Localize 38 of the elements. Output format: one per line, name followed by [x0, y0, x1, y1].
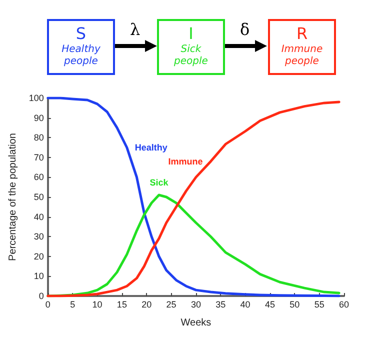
text: I	[188, 24, 194, 44]
text: R	[295, 24, 309, 44]
x-tick-label: 20	[142, 300, 152, 310]
y-tick-label: 100	[28, 93, 44, 103]
text: λ	[130, 20, 140, 39]
series-label: Healthy	[134, 142, 168, 152]
text: Sick people	[173, 44, 209, 68]
y-tick-label: 60	[34, 172, 44, 182]
line-series	[46, 194, 340, 298]
x-axis-title: Weeks	[180, 318, 212, 328]
text: Healthy people	[60, 44, 102, 68]
x-tick-label: 25	[166, 300, 176, 310]
y-tick-label: 40	[34, 212, 44, 222]
text: Immune people	[280, 44, 324, 68]
x-tick-label: 10	[92, 300, 102, 310]
x-tick-label: 50	[290, 300, 300, 310]
x-tick-label: 15	[116, 300, 127, 310]
x-tick-label: 0	[45, 300, 50, 310]
x-tick-label: 35	[216, 300, 226, 310]
series-label: Sick	[150, 178, 170, 188]
x-tick-label: 45	[264, 300, 275, 310]
y-tick-label: 50	[34, 192, 44, 202]
text: S	[74, 24, 88, 44]
x-tick-label: 40	[240, 300, 250, 310]
y-tick-label: 90	[34, 112, 44, 123]
y-axis-title: Percentage of the population	[8, 133, 18, 261]
x-tick-label: 55	[314, 300, 324, 310]
y-tick-label: 10	[34, 271, 44, 282]
y-tick-label: 80	[34, 132, 44, 143]
y-tick-label: 20	[34, 251, 44, 262]
text: δ	[240, 20, 250, 39]
x-tick-label: 5	[70, 300, 76, 310]
y-tick-label: 0	[38, 291, 44, 301]
y-tick-label: 30	[34, 232, 44, 242]
x-tick-label: 30	[190, 300, 201, 310]
series-label: Immune	[168, 156, 203, 166]
x-tick-label: 60	[338, 300, 350, 310]
y-tick-label: 70	[34, 152, 44, 162]
